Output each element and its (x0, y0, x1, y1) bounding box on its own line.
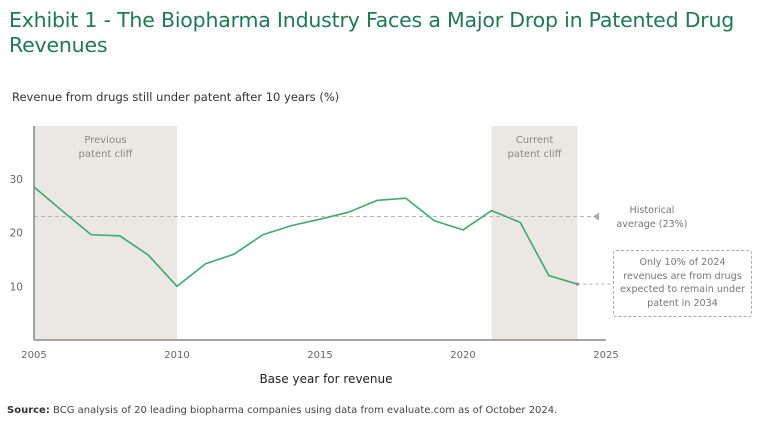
chart-title: Exhibit 1 - The Biopharma Industry Faces… (9, 8, 735, 57)
y-tick-label: 20 (10, 228, 23, 240)
data-point (491, 210, 493, 212)
data-point (119, 235, 121, 237)
shaded-region-previous (34, 126, 177, 340)
shaded-region-label: Current (516, 135, 554, 146)
callout-line: patent in 2034 (647, 297, 718, 309)
data-point (176, 286, 178, 288)
shaded-region-label: patent cliff (79, 149, 134, 160)
data-point (319, 218, 321, 220)
historical-average-arrow-icon (593, 212, 599, 221)
data-point (405, 197, 407, 199)
source-label: Source: (7, 405, 50, 416)
data-point (33, 186, 35, 188)
data-point (291, 225, 293, 227)
data-point (262, 234, 264, 236)
x-tick-label: 2025 (593, 350, 618, 361)
y-tick-label: 30 (10, 174, 23, 186)
data-point (233, 253, 235, 255)
data-point (148, 254, 150, 256)
callout-line: expected to remain under (620, 284, 745, 295)
annotation-callout: Only 10% of 2024 revenues are from drugs… (613, 250, 752, 317)
shaded-region-current (491, 126, 578, 340)
source-note: Source: BCG analysis of 20 leading bioph… (7, 405, 557, 416)
data-point (376, 200, 378, 202)
shaded-region-label: patent cliff (508, 149, 563, 160)
data-point (462, 229, 464, 231)
data-point (434, 220, 436, 222)
historical-label-line: Historical (629, 205, 675, 216)
data-point (519, 222, 521, 224)
data-point (90, 234, 92, 236)
x-tick-label: 2005 (21, 350, 46, 361)
x-tick-label: 2015 (307, 350, 332, 361)
x-tick-label: 2020 (450, 350, 475, 361)
historical-average-label: Historical average (23%) (614, 204, 690, 232)
callout-line: revenues are from drugs (623, 270, 742, 282)
data-point (348, 211, 350, 213)
source-text: BCG analysis of 20 leading biopharma com… (49, 405, 558, 416)
x-tick-label: 2010 (164, 350, 189, 361)
data-point (205, 263, 207, 265)
data-point (62, 210, 64, 212)
historical-label-line: average (23%) (616, 219, 688, 230)
data-point (548, 275, 550, 277)
x-axis-title: Base year for revenue (259, 372, 393, 386)
annotation-point (575, 282, 580, 286)
callout-line: Only 10% of 2024 (639, 257, 726, 268)
y-tick-label: 10 (10, 281, 23, 293)
y-axis-title: Revenue from drugs still under patent af… (12, 90, 340, 104)
series-line (33, 186, 578, 288)
shaded-region-label: Previous (84, 135, 126, 146)
